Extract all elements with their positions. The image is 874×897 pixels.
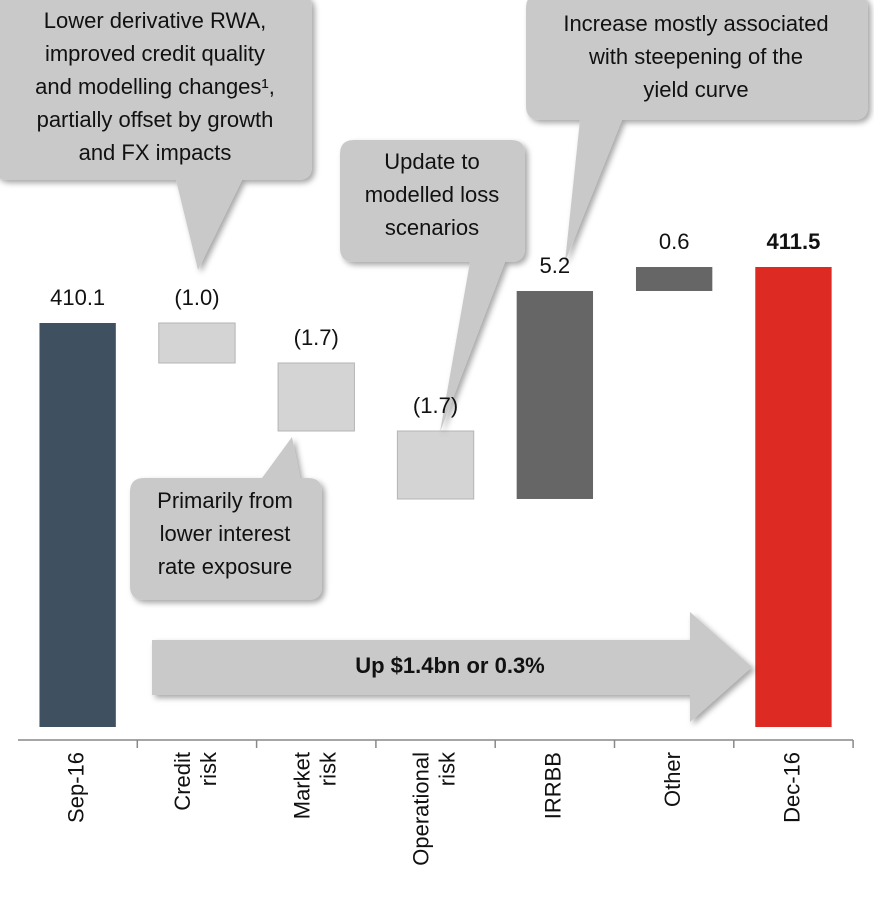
value-label: (1.7) <box>413 393 458 418</box>
bar <box>396 430 475 500</box>
callout <box>526 0 868 262</box>
annotation: Increase mostly associated <box>563 11 828 36</box>
marks-layer <box>18 267 854 748</box>
bar <box>39 323 116 727</box>
annotation: rate exposure <box>158 554 293 579</box>
annotation: scenarios <box>385 215 479 240</box>
x-tick-label: Sep-16 <box>63 752 88 823</box>
annotation: lower interest <box>160 521 291 546</box>
annotation: Update to <box>384 149 479 174</box>
value-label: 5.2 <box>540 253 571 278</box>
annotation: and FX impacts <box>79 140 232 165</box>
bar <box>516 291 594 499</box>
callout <box>340 140 525 432</box>
bar <box>158 322 236 364</box>
x-tick-label: Dec-16 <box>779 752 804 823</box>
annotation: Lower derivative RWA, <box>44 8 267 33</box>
annotation: partially offset by growth <box>37 107 274 132</box>
x-tick-label: IRRBB <box>541 752 566 819</box>
value-label: (1.0) <box>174 285 219 310</box>
arrow <box>152 612 752 722</box>
annotation: and modelling changes¹, <box>35 74 275 99</box>
callout <box>130 437 322 600</box>
value-label: 410.1 <box>50 285 105 310</box>
bar <box>277 362 355 432</box>
value-label: 411.5 <box>767 229 821 254</box>
x-tick-label: Creditrisk <box>170 751 221 811</box>
text-layer: 410.1 Sep-16 (1.0) Creditrisk (1.7) Marketris… <box>35 8 829 866</box>
value-label: 0.6 <box>659 229 690 254</box>
x-tick-label: Marketrisk <box>289 751 340 819</box>
annotation: improved credit quality <box>45 41 265 66</box>
annotation: with steepening of the <box>588 44 803 69</box>
annotation: modelled loss <box>365 182 500 207</box>
x-tick-label: Operationalrisk <box>408 751 459 866</box>
annotation: Up $1.4bn or 0.3% <box>355 653 545 678</box>
x-tick-label: Other <box>660 752 685 807</box>
annotation: Primarily from <box>157 488 293 513</box>
bar <box>635 267 713 291</box>
callout <box>0 0 312 270</box>
annotation: yield curve <box>643 77 748 102</box>
bar <box>755 267 832 727</box>
value-label: (1.7) <box>294 325 339 350</box>
